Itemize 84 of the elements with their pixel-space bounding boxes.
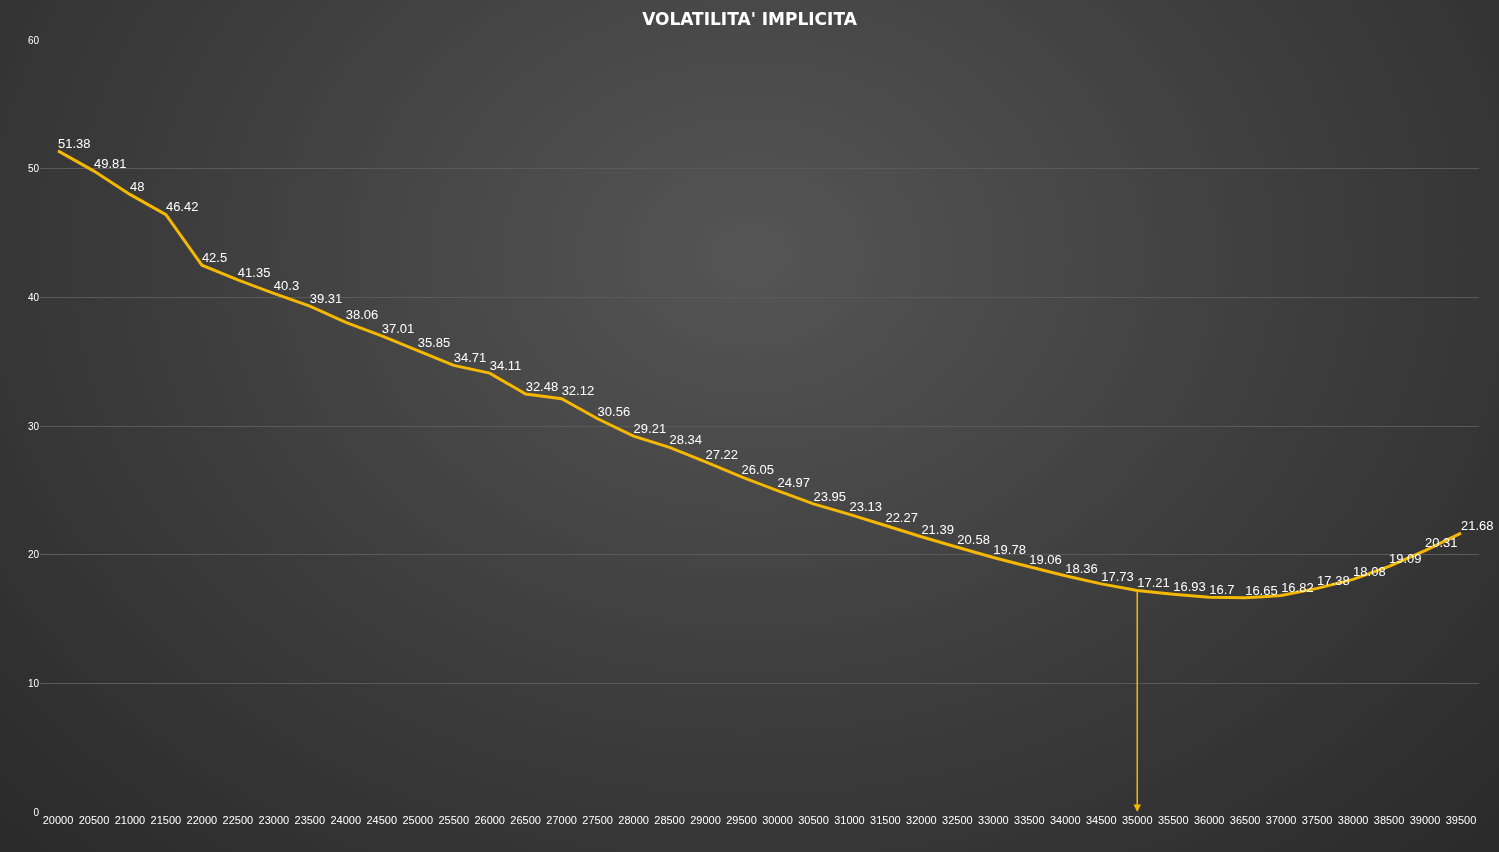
data-label: 18.36 [1065,560,1098,576]
data-label: 49.81 [93,155,127,171]
x-tick-label: 20000 [42,814,74,826]
line-series [56,149,1463,600]
x-tick-label: 26500 [510,814,541,826]
data-label: 32.48 [525,378,559,394]
x-tick-label: 32500 [942,814,973,826]
data-label: 28.34 [669,432,703,448]
data-label: 29.21 [633,420,667,436]
data-label: 39.31 [309,290,343,306]
y-tick-label: 30 [27,420,40,432]
chart-title: VOLATILITA' IMPLICITA [642,8,858,29]
x-tick-label: 33000 [978,814,1009,826]
x-tick-label: 28000 [618,814,649,826]
x-tick-label: 38500 [1373,814,1405,826]
data-label: 27.22 [705,446,739,462]
x-tick-label: 37000 [1265,814,1297,826]
data-label: 46.42 [165,199,199,215]
x-tick-label: 22500 [222,814,254,826]
x-tick-label: 36000 [1193,814,1225,826]
data-label: 22.27 [885,510,918,526]
data-label: 16.65 [1245,582,1278,598]
data-label: 38.06 [345,307,379,323]
data-label: 42.5 [201,249,228,265]
data-label: 37.01 [381,320,415,336]
data-label: 23.13 [849,499,882,515]
x-tick-label: 25000 [402,814,434,826]
data-label: 17.21 [1137,575,1170,591]
x-tick-label: 25500 [438,814,470,826]
x-tick-label: 30000 [762,814,793,826]
x-tick-label: 27500 [582,814,613,826]
y-tick-label: 10 [27,677,40,689]
x-tick-label: 29500 [726,814,757,826]
data-label: 21.39 [921,521,954,537]
y-tick-label: 60 [27,34,40,46]
data-label: 20.58 [957,531,990,547]
x-tick-label: 36500 [1229,814,1261,826]
x-tick-label: 39000 [1409,814,1441,826]
x-tick-label: 27000 [546,814,577,826]
x-tick-label: 31000 [834,814,865,826]
x-tick-label: 35000 [1121,814,1153,826]
data-label: 16.7 [1209,581,1235,597]
x-tick-label: 26000 [474,814,505,826]
data-label: 34.71 [453,350,487,366]
x-tick-label: 24500 [366,814,398,826]
data-label: 48 [129,179,145,195]
y-tick-label: 50 [27,163,40,175]
x-tick-label: 21500 [150,814,182,826]
x-tick-label: 23000 [258,814,290,826]
x-tick-label: 23500 [294,814,326,826]
y-tick-label: 20 [27,549,40,561]
data-label: 35.85 [417,335,451,351]
data-label: 34.11 [489,357,522,373]
x-tick-label: 20500 [78,814,110,826]
y-tick-label: 40 [27,291,40,303]
x-tick-label: 35500 [1157,814,1189,826]
x-tick-label: 37500 [1301,814,1333,826]
x-tick-label: 39500 [1445,814,1477,826]
x-tick-label: 21000 [114,814,146,826]
data-label: 19.78 [993,542,1026,558]
data-label: 24.97 [777,475,811,491]
data-label: 51.38 [57,135,91,151]
data-label: 19.06 [1029,551,1062,567]
data-label: 17.73 [1101,568,1134,584]
x-tick-label: 34500 [1085,814,1117,826]
x-tick-label: 31500 [870,814,901,826]
x-tick-label: 30500 [798,814,829,826]
data-label: 21.68 [1461,517,1494,533]
x-tick-label: 32000 [906,814,937,826]
x-tick-label: 34000 [1049,814,1081,826]
data-label: 41.35 [237,264,271,280]
x-tick-label: 28500 [654,814,685,826]
x-tick-label: 22000 [186,814,218,826]
data-label: 23.95 [813,488,847,504]
data-label: 30.56 [597,403,631,419]
x-tick-label: 29000 [690,814,721,826]
x-tick-label: 33500 [1014,814,1045,826]
data-label: 16.93 [1173,578,1206,594]
data-label: 26.05 [741,461,775,477]
data-label: 40.3 [273,278,300,294]
y-tick-label: 0 [33,806,40,818]
x-tick-label: 24000 [330,814,362,826]
data-label: 32.12 [561,383,595,399]
x-tick-label: 38000 [1337,814,1369,826]
